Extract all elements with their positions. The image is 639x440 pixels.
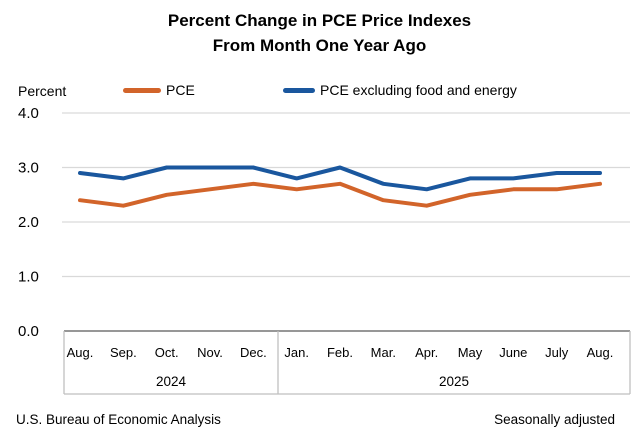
y-tick-label: 4.0 bbox=[18, 105, 39, 122]
month-label: Sep. bbox=[110, 345, 137, 360]
chart-subtitle: From Month One Year Ago bbox=[212, 36, 427, 55]
month-label: Oct. bbox=[155, 345, 179, 360]
core-pce-legend-label: PCE excluding food and energy bbox=[320, 82, 517, 98]
pce-legend-label: PCE bbox=[166, 82, 195, 98]
core-pce-line bbox=[78, 165, 602, 192]
month-label: Aug. bbox=[67, 345, 94, 360]
y-tick-label: 2.0 bbox=[18, 214, 39, 231]
y-tick-label: 0.0 bbox=[18, 323, 39, 340]
year-label: 2024 bbox=[156, 374, 187, 389]
month-label: Aug. bbox=[587, 345, 614, 360]
y-tick-label: 1.0 bbox=[18, 269, 39, 286]
month-label: May bbox=[458, 345, 483, 360]
month-label: Dec. bbox=[240, 345, 267, 360]
month-label: Mar. bbox=[371, 345, 396, 360]
chart-title: Percent Change in PCE Price Indexes bbox=[167, 11, 472, 30]
year-label: 2025 bbox=[439, 374, 469, 389]
seasonal-adjustment-note: Seasonally adjusted bbox=[494, 412, 615, 427]
month-label: Apr. bbox=[415, 345, 438, 360]
month-label: Feb. bbox=[327, 345, 353, 360]
source-attribution: U.S. Bureau of Economic Analysis bbox=[16, 412, 221, 427]
legend-item-pce: PCE bbox=[123, 82, 195, 98]
pce-legend-swatch bbox=[123, 87, 161, 93]
month-label: June bbox=[499, 345, 527, 360]
month-label: Nov. bbox=[197, 345, 223, 360]
pce-line bbox=[78, 181, 602, 208]
y-tick-label: 3.0 bbox=[18, 160, 39, 177]
y-axis-unit-label: Percent bbox=[18, 83, 67, 99]
legend-item-core-pce: PCE excluding food and energy bbox=[283, 82, 517, 98]
month-label: July bbox=[545, 345, 569, 360]
month-label: Jan. bbox=[284, 345, 309, 360]
core-pce-legend-swatch bbox=[283, 87, 315, 93]
